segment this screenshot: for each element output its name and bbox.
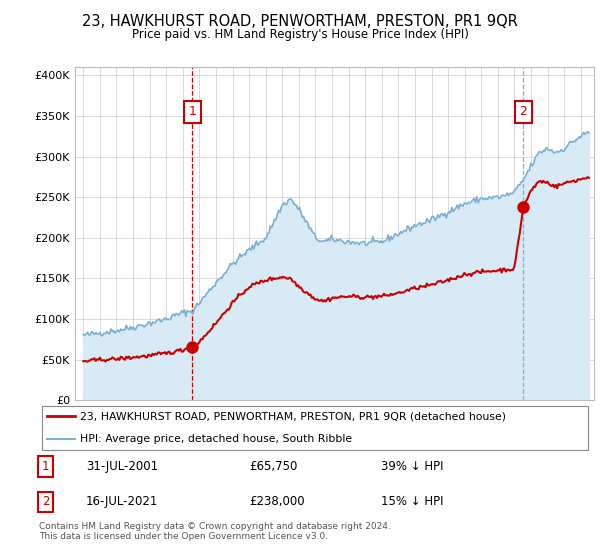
Text: 39% ↓ HPI: 39% ↓ HPI	[381, 460, 444, 473]
Text: Contains HM Land Registry data © Crown copyright and database right 2024.
This d: Contains HM Land Registry data © Crown c…	[39, 522, 391, 542]
Text: HPI: Average price, detached house, South Ribble: HPI: Average price, detached house, Sout…	[80, 435, 353, 444]
Text: 15% ↓ HPI: 15% ↓ HPI	[381, 496, 444, 508]
Text: 2: 2	[42, 496, 49, 508]
Text: 23, HAWKHURST ROAD, PENWORTHAM, PRESTON, PR1 9QR (detached house): 23, HAWKHURST ROAD, PENWORTHAM, PRESTON,…	[80, 412, 506, 421]
Text: £65,750: £65,750	[249, 460, 297, 473]
Text: 2: 2	[520, 105, 527, 118]
Text: 1: 1	[42, 460, 49, 473]
Text: £238,000: £238,000	[249, 496, 304, 508]
Text: 23, HAWKHURST ROAD, PENWORTHAM, PRESTON, PR1 9QR: 23, HAWKHURST ROAD, PENWORTHAM, PRESTON,…	[82, 14, 518, 29]
Text: 16-JUL-2021: 16-JUL-2021	[86, 496, 158, 508]
FancyBboxPatch shape	[42, 406, 588, 450]
Text: 31-JUL-2001: 31-JUL-2001	[86, 460, 158, 473]
Text: 1: 1	[188, 105, 196, 118]
Text: Price paid vs. HM Land Registry's House Price Index (HPI): Price paid vs. HM Land Registry's House …	[131, 28, 469, 41]
